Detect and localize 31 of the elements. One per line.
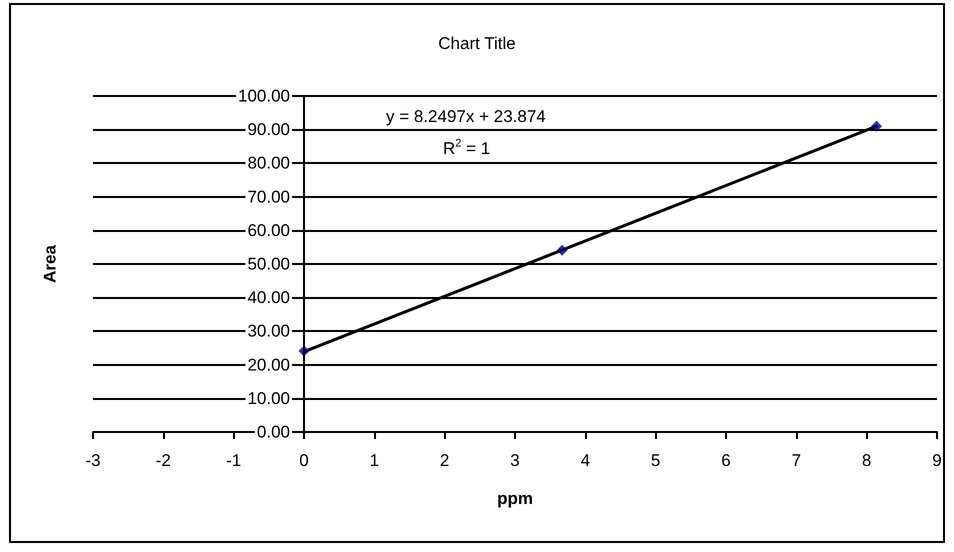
y-tick-label: 50.00 (247, 254, 290, 274)
x-tick-label: 7 (792, 451, 802, 470)
x-tick-label: 5 (650, 451, 660, 470)
x-tick-label: 2 (440, 451, 450, 470)
y-tick-label: 10.00 (247, 388, 290, 408)
y-tick-label: 70.00 (247, 187, 290, 206)
x-tick-label: 8 (862, 451, 872, 470)
x-tick-label: 3 (510, 451, 520, 470)
point (871, 120, 882, 132)
y-tick-label: 40.00 (247, 288, 290, 308)
point (556, 244, 568, 256)
y-axis-title: Area (40, 244, 60, 283)
y-tick-label: 100.00 (238, 86, 290, 106)
x-tick-label: -2 (156, 451, 171, 470)
x-tick-label: 6 (721, 451, 731, 470)
y-tick-label: 20.00 (247, 355, 290, 374)
y-tick-label: 0.00 (256, 422, 290, 442)
x-tick-label: 1 (370, 451, 380, 470)
point (298, 346, 310, 357)
x-axis-title: ppm (497, 489, 533, 508)
x-tick-label: -3 (85, 451, 101, 470)
x-tick-label: -1 (226, 451, 242, 470)
x-tick-label: 4 (580, 451, 590, 470)
chart-title: Chart Title (438, 34, 516, 53)
y-tick-label: 60.00 (247, 220, 290, 240)
annotation: y = 8.2497x + 23.874 (386, 107, 546, 126)
x-tick-label: 9 (932, 451, 942, 470)
y-tick-label: 90.00 (247, 120, 290, 140)
y-tick-label: 30.00 (247, 322, 290, 341)
x-tick-label: 0 (299, 451, 309, 470)
y-tick-label: 80.00 (247, 154, 290, 173)
